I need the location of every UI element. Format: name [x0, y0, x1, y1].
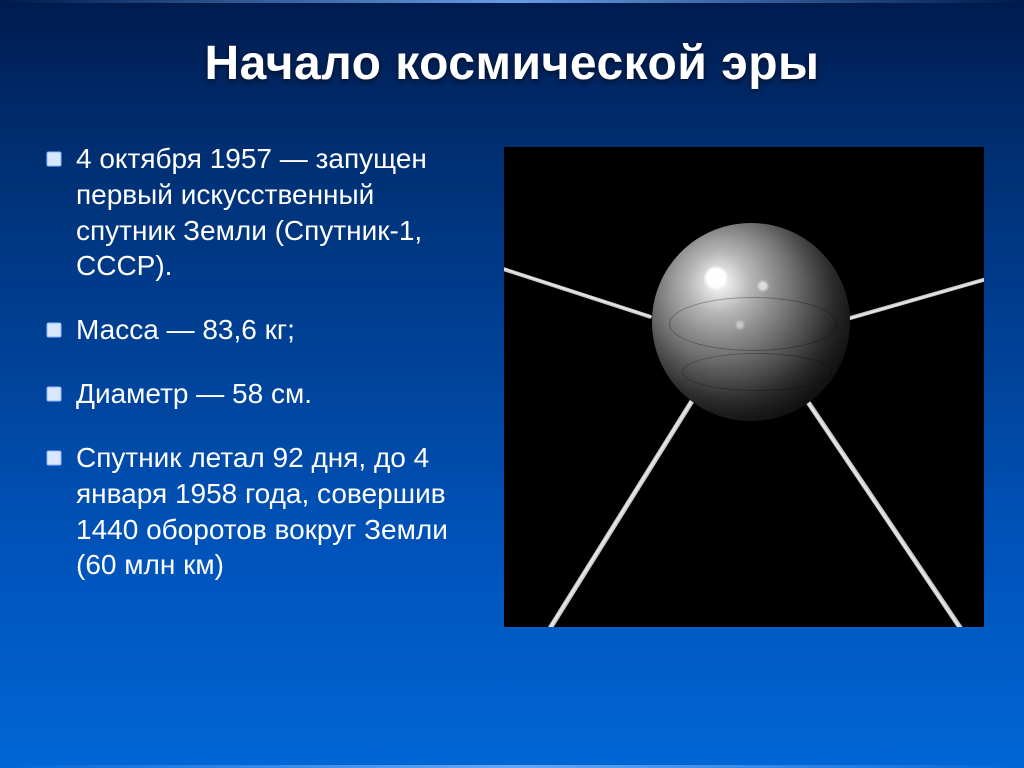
bullet-item: Масса — 83,6 кг; [46, 312, 476, 348]
sputnik-antenna [512, 396, 696, 627]
bullet-text: Спутник летал 92 дня, до 4 января 1958 г… [76, 440, 476, 583]
bullet-text: Диаметр — 58 см. [76, 376, 476, 412]
bullet-item: Спутник летал 92 дня, до 4 января 1958 г… [46, 440, 476, 583]
top-edge-highlight [0, 0, 1024, 3]
sputnik-specular-highlight [736, 321, 744, 329]
sputnik-antenna [848, 235, 984, 321]
sputnik-sphere-seam [669, 297, 837, 351]
sputnik-sphere-seam [682, 353, 832, 391]
bullet-marker-icon [46, 450, 62, 466]
image-column [504, 141, 984, 627]
text-column: 4 октября 1957 — запущен первый искусств… [46, 141, 476, 583]
slide: Начало космической эры 4 октября 1957 — … [0, 0, 1024, 768]
sputnik-specular-highlight [758, 281, 768, 291]
bullet-marker-icon [46, 386, 62, 402]
sputnik-specular-highlight [705, 267, 727, 289]
bullet-text: 4 октября 1957 — запущен первый искусств… [76, 141, 476, 284]
content-row: 4 октября 1957 — запущен первый искусств… [46, 141, 978, 627]
bullet-item: 4 октября 1957 — запущен первый искусств… [46, 141, 476, 284]
bullet-marker-icon [46, 322, 62, 338]
sputnik-illustration [504, 147, 984, 627]
bullet-marker-icon [46, 151, 62, 167]
sputnik-antenna [802, 396, 984, 627]
sputnik-antenna [504, 220, 653, 319]
slide-title: Начало космической эры [46, 36, 978, 91]
bullet-text: Масса — 83,6 кг; [76, 312, 476, 348]
bullet-item: Диаметр — 58 см. [46, 376, 476, 412]
